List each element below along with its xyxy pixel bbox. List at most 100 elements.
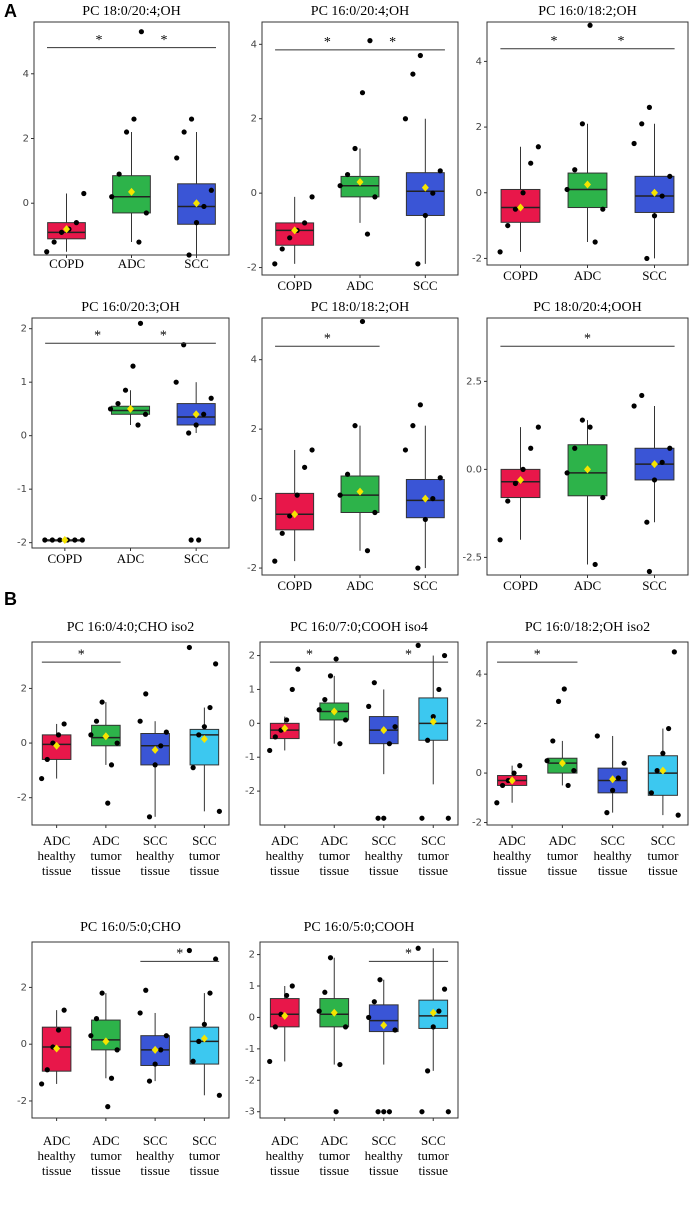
panel-title: PC 16:0/7:0;COOH iso4 <box>290 620 428 635</box>
data-point <box>181 129 187 135</box>
significance-star: * <box>534 647 541 662</box>
data-point <box>572 167 578 173</box>
y-tick-label: -2 <box>17 793 27 804</box>
y-tick-label: 4 <box>251 39 257 50</box>
panel-title: PC 16:0/5:0;COOH <box>304 920 415 935</box>
data-point <box>163 1033 169 1039</box>
data-point <box>272 734 278 740</box>
data-point <box>309 194 315 200</box>
data-point <box>114 740 120 746</box>
mean-marker <box>281 1011 289 1020</box>
mean-marker <box>651 188 658 197</box>
mean-marker <box>330 707 338 716</box>
panel-title: PC 16:0/20:4;OH <box>311 4 409 19</box>
data-point <box>505 498 511 504</box>
data-point <box>50 740 56 746</box>
y-tick-label: -2 <box>472 253 482 264</box>
data-point <box>88 1033 94 1039</box>
data-point <box>136 239 142 245</box>
data-point <box>497 537 503 543</box>
box <box>418 999 449 1029</box>
data-point <box>604 810 610 816</box>
data-point <box>322 989 328 995</box>
data-point <box>667 173 673 179</box>
x-tick-label: COPD <box>47 551 82 566</box>
x-tick-label: ADC healthy tissue <box>266 1133 305 1178</box>
data-point <box>417 52 423 59</box>
box <box>647 755 678 796</box>
y-tick-label: 0 <box>21 1039 27 1050</box>
significance-star: * <box>176 947 183 962</box>
data-point <box>279 530 285 536</box>
data-point <box>437 475 443 481</box>
data-point <box>377 977 383 983</box>
data-point <box>499 782 506 789</box>
data-point <box>196 537 202 543</box>
x-tick-label: SCC tumor tissue <box>647 833 679 878</box>
data-point <box>49 537 55 543</box>
x-tick-label: COPD <box>277 578 312 593</box>
x-tick-label: COPD <box>503 578 538 593</box>
x-tick-label: ADC <box>117 551 144 566</box>
mean-marker <box>356 177 364 186</box>
data-point <box>392 724 398 730</box>
mean-marker <box>281 724 289 733</box>
y-tick-label: 0 <box>249 1012 255 1023</box>
mean-marker <box>584 465 591 474</box>
panel-label: B <box>4 589 17 609</box>
data-point <box>79 537 85 543</box>
data-point <box>61 721 67 727</box>
data-point <box>381 815 387 821</box>
data-point <box>422 516 428 523</box>
data-point <box>671 649 677 655</box>
significance-star: * <box>324 35 331 50</box>
data-point <box>517 763 523 769</box>
data-point <box>295 666 301 672</box>
mean-marker <box>558 759 566 768</box>
panel-title: PC 16:0/18:2;OH iso2 <box>525 620 650 635</box>
data-point <box>659 193 665 199</box>
y-tick-label: 0 <box>23 198 29 209</box>
plot-frame <box>259 941 459 1119</box>
significance-star: * <box>96 33 103 48</box>
panel: PC 18:0/20:4;OOH -2.5 0.0 2.5 COPD ADC SCC * <box>462 300 689 593</box>
data-point <box>302 220 308 226</box>
y-tick-label: -2 <box>247 563 257 574</box>
data-point <box>316 1008 322 1014</box>
data-point <box>366 703 372 709</box>
data-point <box>430 713 436 720</box>
data-point <box>422 212 428 219</box>
data-point <box>344 171 351 178</box>
data-point <box>208 187 214 193</box>
data-point <box>600 206 606 212</box>
x-tick-label: SCC tumor tissue <box>189 1133 221 1178</box>
x-tick-label: ADC tumor tissue <box>319 833 351 878</box>
box <box>405 172 445 216</box>
data-point <box>550 738 556 744</box>
data-point <box>528 445 534 451</box>
mean-marker <box>508 776 516 785</box>
data-point <box>58 229 65 235</box>
y-tick-label: -1 <box>245 752 255 763</box>
panel-title: PC 16:0/18:2;OH <box>538 4 636 19</box>
data-point <box>44 756 50 763</box>
mean-marker <box>609 775 617 784</box>
x-tick-label: SCC tumor tissue <box>418 1133 450 1178</box>
significance-star: * <box>551 34 558 49</box>
data-point <box>402 447 409 453</box>
y-tick-label: 2 <box>21 683 27 694</box>
data-point <box>61 1007 67 1013</box>
data-point <box>115 400 121 407</box>
data-point <box>535 144 541 150</box>
y-tick-label: -2 <box>247 263 257 274</box>
data-point <box>646 568 652 575</box>
data-point <box>436 1008 442 1014</box>
data-point <box>130 363 136 369</box>
mean-marker <box>421 183 429 192</box>
data-point <box>109 194 115 200</box>
data-point <box>190 765 196 771</box>
data-point <box>610 787 616 793</box>
data-point <box>272 558 278 564</box>
data-point <box>528 160 534 166</box>
